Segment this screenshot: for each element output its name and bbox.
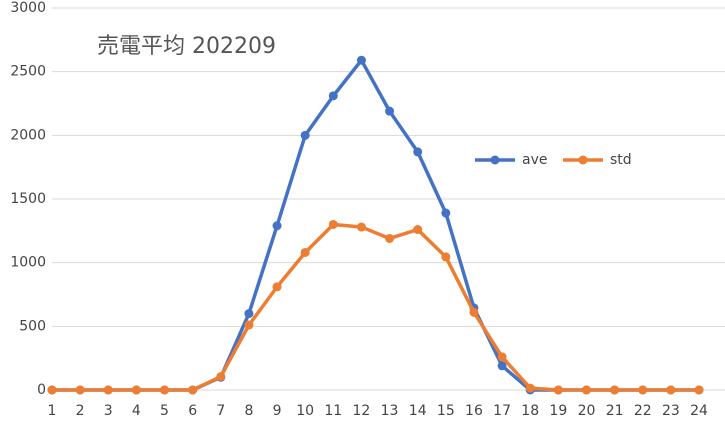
data-point [497, 361, 507, 371]
data-point [581, 385, 591, 395]
data-point [469, 307, 479, 317]
data-point [244, 309, 254, 319]
data-point [385, 233, 395, 243]
data-point [666, 385, 676, 395]
x-tick-label: 23 [662, 403, 680, 419]
data-point [216, 372, 226, 382]
x-tick-label: 11 [324, 403, 342, 419]
x-tick-label: 9 [273, 403, 282, 419]
data-point [356, 222, 366, 232]
data-point [441, 208, 451, 218]
x-tick-label: 12 [353, 403, 371, 419]
y-tick-label: 2500 [10, 64, 46, 80]
data-point [47, 385, 57, 395]
y-tick-label: 0 [37, 382, 46, 398]
y-tick-label: 3000 [10, 0, 46, 16]
x-tick-label: 13 [381, 403, 399, 419]
data-point [188, 385, 198, 395]
data-point [300, 247, 310, 257]
x-tick-label: 15 [437, 403, 455, 419]
data-point [385, 106, 395, 116]
x-tick-label: 10 [296, 403, 314, 419]
data-point [160, 385, 170, 395]
data-point [272, 282, 282, 292]
x-tick-label: 21 [606, 403, 624, 419]
x-tick-label: 20 [578, 403, 596, 419]
legend-label: std [610, 152, 632, 168]
data-point [610, 385, 620, 395]
series-line [52, 58, 699, 392]
x-tick-label: 17 [493, 403, 511, 419]
legend-marker [490, 155, 500, 165]
y-tick-label: 2000 [10, 127, 46, 143]
data-point [131, 385, 141, 395]
series-line [52, 222, 699, 392]
data-point [103, 385, 113, 395]
data-point [328, 219, 338, 229]
x-tick-label: 3 [104, 403, 113, 419]
data-point [525, 383, 535, 393]
data-point [441, 252, 451, 262]
x-tick-label: 7 [216, 403, 225, 419]
x-tick-label: 24 [690, 403, 708, 419]
data-point [356, 55, 366, 65]
data-point [300, 130, 310, 140]
chart-title: 売電平均 202209 [97, 34, 276, 59]
data-point [272, 221, 282, 231]
legend-marker [578, 155, 588, 165]
x-tick-label: 19 [549, 403, 567, 419]
y-tick-label: 500 [19, 318, 46, 334]
x-tick-label: 1 [48, 403, 57, 419]
x-tick-label: 6 [188, 403, 197, 419]
y-tick-label: 1500 [10, 191, 46, 207]
x-tick-label: 5 [160, 403, 169, 419]
data-point [694, 385, 704, 395]
x-tick-label: 2 [76, 403, 85, 419]
x-tick-label: 14 [409, 403, 427, 419]
data-point [638, 385, 648, 395]
x-tick-label: 8 [244, 403, 253, 419]
x-tick-label: 16 [465, 403, 483, 419]
x-tick-label: 4 [132, 403, 141, 419]
legend-label: ave [522, 152, 547, 168]
y-tick-label: 1000 [10, 255, 46, 271]
data-point [413, 147, 423, 157]
data-point [553, 385, 563, 395]
data-point [413, 225, 423, 235]
x-tick-label: 22 [634, 403, 652, 419]
data-point [497, 352, 507, 362]
data-point [244, 320, 254, 330]
data-point [75, 385, 85, 395]
data-point [328, 91, 338, 101]
x-tick-label: 18 [521, 403, 539, 419]
